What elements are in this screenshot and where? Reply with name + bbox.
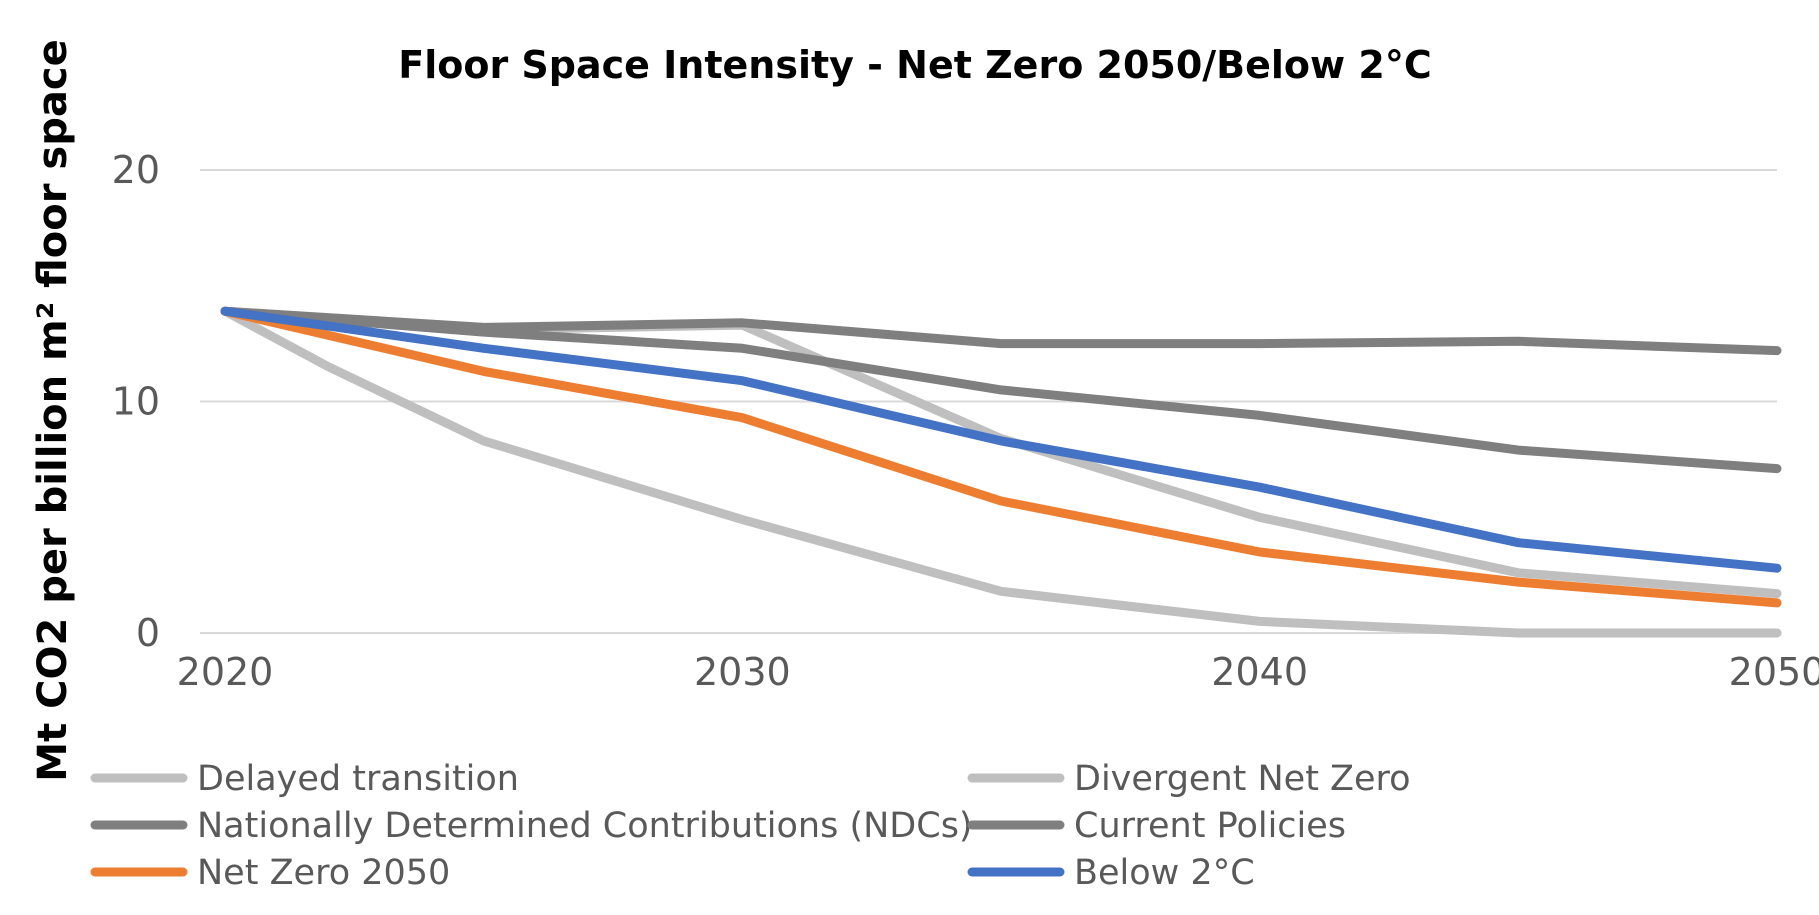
x-tick-label: 2020: [177, 650, 274, 694]
series-line-net-zero-2050: [220, 306, 1782, 608]
series-line-delayed-transition: [220, 306, 1782, 638]
legend-label-delayed-transition: Delayed transition: [197, 759, 519, 799]
y-tick-label: 20: [112, 148, 160, 192]
x-tick-label: 2050: [1729, 650, 1819, 694]
series-line-current-policies: [220, 306, 1782, 356]
legend-label-below-2-c: Below 2°C: [1074, 853, 1255, 893]
series-line-nationally-determined-contributions-ndcs: [220, 306, 1782, 474]
y-tick-label: 10: [112, 380, 160, 424]
legend-label-net-zero-2050: Net Zero 2050: [197, 853, 450, 893]
series-lines: [220, 306, 1782, 638]
y-tick-label: 0: [136, 611, 160, 655]
legend-label-current-policies: Current Policies: [1074, 806, 1346, 846]
gridlines: [200, 169, 1777, 634]
x-tick-label: 2030: [694, 650, 791, 694]
x-tick-label: 2040: [1211, 650, 1308, 694]
chart-title: Floor Space Intensity - Net Zero 2050/Be…: [398, 43, 1431, 87]
legend: Delayed transition Divergent Net Zero Nati…: [90, 759, 1411, 893]
y-axis-ticks: 0 10 20: [112, 148, 160, 655]
legend-label-nationally-determined-contributions-ndcs: Nationally Determined Contributions (NDC…: [197, 806, 973, 846]
series-line-below-2-c: [220, 306, 1782, 573]
x-axis-ticks: 2020 2030 2040 2050: [177, 650, 1819, 694]
y-axis-label: Mt CO2 per billion m² floor space: [30, 39, 76, 781]
legend-label-divergent-net-zero: Divergent Net Zero: [1074, 759, 1411, 799]
